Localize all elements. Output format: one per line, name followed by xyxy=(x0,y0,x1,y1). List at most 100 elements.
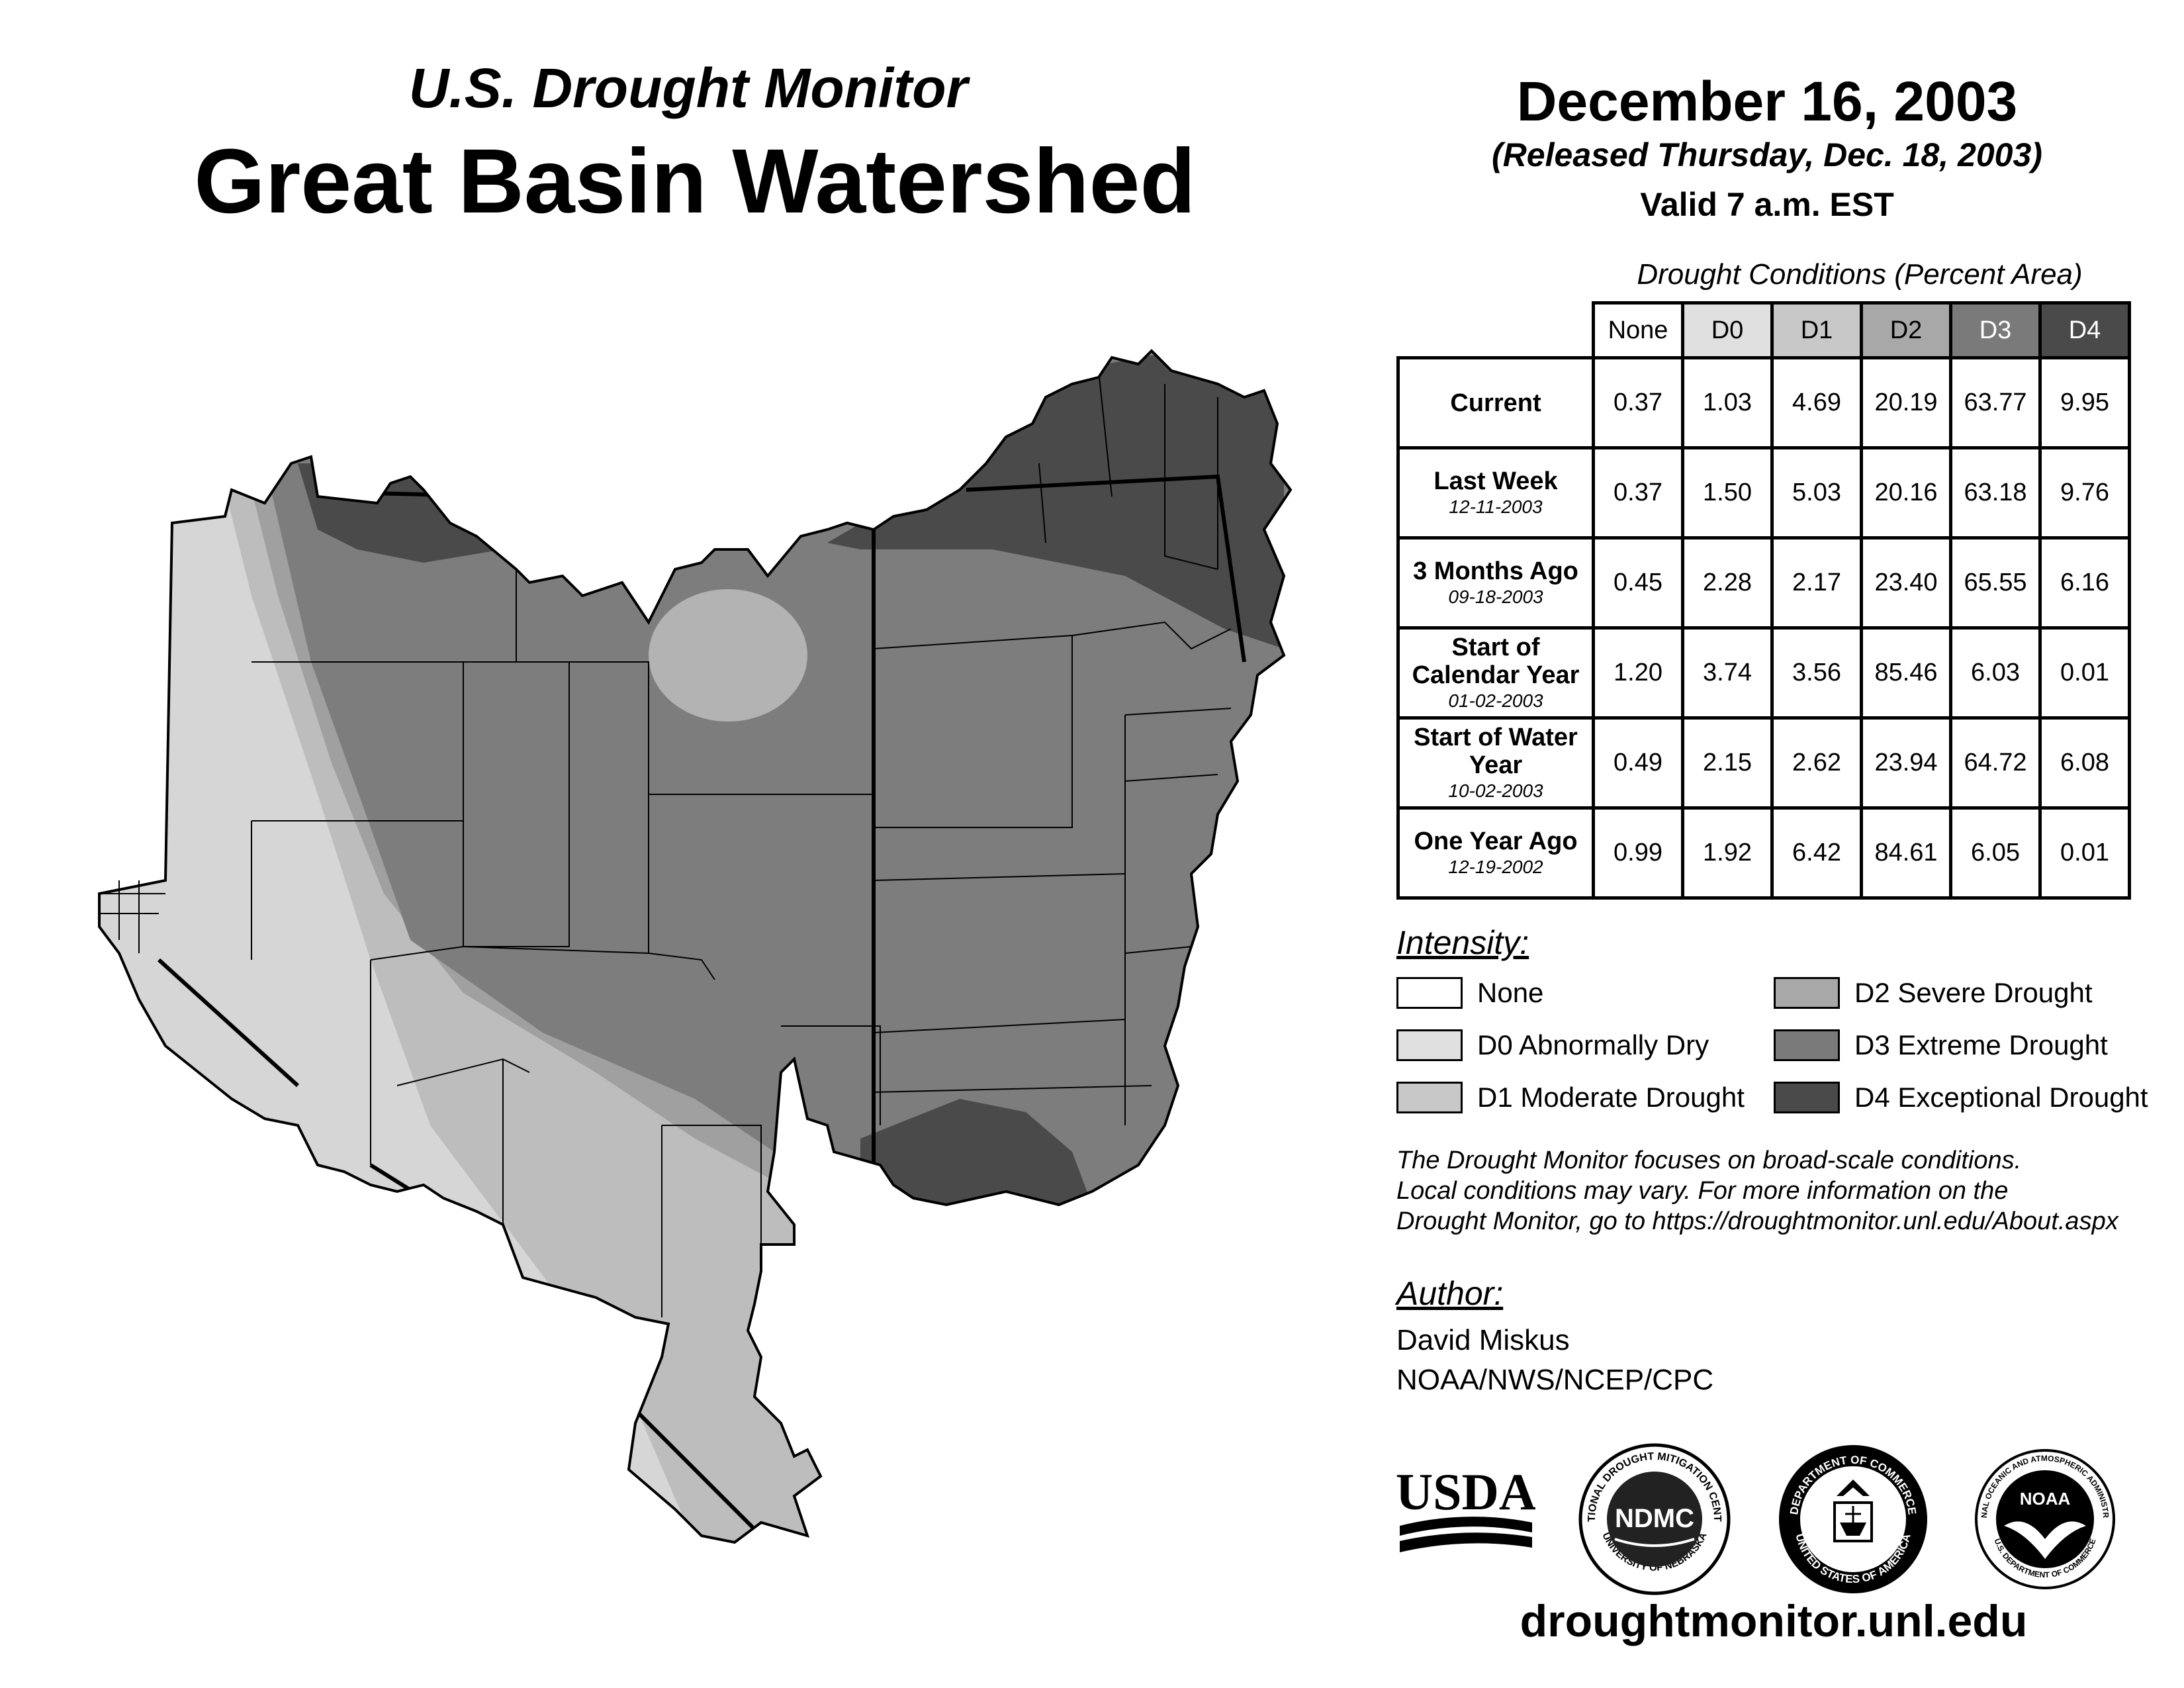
column-header-d0: D0 xyxy=(1681,301,1774,359)
table-cell: 0.49 xyxy=(1592,716,1684,810)
legend-item-d1: D1 Moderate Drought xyxy=(1396,1082,1745,1113)
usda-logo: USDA xyxy=(1396,1463,1535,1552)
legend-item-d3: D3 Extreme Drought xyxy=(1774,1029,2108,1061)
noaa-text: NOAA xyxy=(2020,1489,2071,1509)
table-cell: 23.94 xyxy=(1860,716,1952,810)
legend-label: D0 Abnormally Dry xyxy=(1477,1029,1709,1060)
drought-map xyxy=(98,349,1293,1544)
row-label: 3 Months Ago 09-18-2003 xyxy=(1396,536,1595,630)
legend-item-d4: D4 Exceptional Drought xyxy=(1774,1082,2148,1113)
legend-label: D2 Severe Drought xyxy=(1854,977,2093,1008)
drought-stats-table: None D0 D1 D2 D3 D4 Current 0.37 1.03 4.… xyxy=(1396,301,2131,900)
row-label-text: Last Week xyxy=(1433,467,1558,495)
table-cell: 65.55 xyxy=(1949,536,2042,630)
table-cell: 6.42 xyxy=(1770,806,1863,900)
coastal-county-lines xyxy=(99,880,165,953)
row-date: 09-18-2003 xyxy=(1448,586,1543,607)
site-url[interactable]: droughtmonitor.unl.edu xyxy=(1520,1596,2028,1646)
bird-icon xyxy=(2004,1521,2086,1559)
usda-text: USDA xyxy=(1396,1463,1535,1521)
row-date: 12-19-2002 xyxy=(1448,856,1543,877)
table-cell: 0.01 xyxy=(2038,806,2131,900)
ndmc-logo: NATIONAL DROUGHT MITIGATION CENTER UNIVE… xyxy=(1575,1440,1731,1595)
column-header-d3: D3 xyxy=(1949,301,2042,359)
doc-seal-logo: DEPARTMENT OF COMMERCE UNITED STATES OF … xyxy=(1779,1445,1927,1593)
table-row: Current 0.37 1.03 4.69 20.19 63.77 9.95 xyxy=(1396,356,2131,449)
table-cell: 0.37 xyxy=(1592,446,1684,539)
column-header-d1: D1 xyxy=(1770,301,1863,359)
table-cell: 6.08 xyxy=(2038,716,2131,810)
table-cell: 84.61 xyxy=(1860,806,1952,900)
column-header-d2: D2 xyxy=(1860,301,1952,359)
table-cell: 2.15 xyxy=(1681,716,1774,810)
table-cell: 85.46 xyxy=(1860,626,1952,720)
table-cell: 5.03 xyxy=(1770,446,1863,539)
table-cell: 0.99 xyxy=(1592,806,1684,900)
row-label-text: Start of Water Year xyxy=(1414,723,1578,779)
note-line: The Drought Monitor focuses on broad-sca… xyxy=(1396,1147,2022,1174)
table-cell: 1.92 xyxy=(1681,806,1774,900)
legend-swatch xyxy=(1774,1029,1840,1061)
table-cell: 2.62 xyxy=(1770,716,1863,810)
column-header-none: None xyxy=(1592,301,1684,359)
table-cell: 0.45 xyxy=(1592,536,1684,630)
table-cell: 2.17 xyxy=(1770,536,1863,630)
table-cell: 64.72 xyxy=(1949,716,2042,810)
table-cell: 1.20 xyxy=(1592,626,1684,720)
author-name: David Miskus xyxy=(1396,1324,1570,1356)
table-row: Start of Calendar Year 01-02-2003 1.20 3.… xyxy=(1396,626,2131,720)
row-label: Last Week 12-11-2003 xyxy=(1396,446,1595,539)
table-cell: 2.28 xyxy=(1681,536,1774,630)
table-cell: 1.50 xyxy=(1681,446,1774,539)
valid-time: Valid 7 a.m. EST xyxy=(1640,186,1894,223)
note-line: Local conditions may vary. For more info… xyxy=(1396,1177,2009,1205)
row-date: 01-02-2003 xyxy=(1448,690,1543,711)
table-cell: 4.69 xyxy=(1770,356,1863,449)
row-label: Start of Water Year 10-02-2003 xyxy=(1396,716,1595,810)
table-cell: 6.03 xyxy=(1949,626,2042,720)
legend-swatch xyxy=(1396,1029,1463,1061)
disclaimer-note: The Drought Monitor focuses on broad-sca… xyxy=(1396,1145,2158,1237)
author-org: NOAA/NWS/NCEP/CPC xyxy=(1396,1364,1714,1396)
legend-swatch xyxy=(1774,977,1840,1009)
table-cell: 9.95 xyxy=(2038,356,2131,449)
table-cell: 23.40 xyxy=(1860,536,1952,630)
legend-swatch xyxy=(1396,977,1463,1009)
table-cell: 20.19 xyxy=(1860,356,1952,449)
table-row: 3 Months Ago 09-18-2003 0.45 2.28 2.17 23… xyxy=(1396,536,2131,630)
table-cell: 6.16 xyxy=(2038,536,2131,630)
row-label-text: 3 Months Ago xyxy=(1413,557,1578,585)
legend-label: None xyxy=(1477,977,1544,1008)
legend-title: Intensity: xyxy=(1396,924,1529,961)
legend-label: D3 Extreme Drought xyxy=(1854,1029,2108,1060)
table-corner xyxy=(1398,303,1594,358)
legend-item-d2: D2 Severe Drought xyxy=(1774,977,2093,1009)
valid-date: December 16, 2003 xyxy=(1516,70,2018,132)
row-label-text: Start of Calendar Year xyxy=(1412,633,1580,689)
row-label: Start of Calendar Year 01-02-2003 xyxy=(1396,626,1595,720)
table-cell: 20.16 xyxy=(1860,446,1952,539)
table-cell: 0.37 xyxy=(1592,356,1684,449)
table-caption: Drought Conditions (Percent Area) xyxy=(1637,258,2083,291)
row-label-text: Current xyxy=(1450,389,1541,417)
map-subtitle: U.S. Drought Monitor xyxy=(408,57,968,119)
table-cell: 3.74 xyxy=(1681,626,1774,720)
table-cell: 6.05 xyxy=(1949,806,2042,900)
legend-item-d0: D0 Abnormally Dry xyxy=(1396,1029,1709,1061)
table-cell: 9.76 xyxy=(2038,446,2131,539)
table-row: Last Week 12-11-2003 0.37 1.50 5.03 20.16… xyxy=(1396,446,2131,539)
legend-swatch xyxy=(1396,1082,1463,1113)
legend-label: D1 Moderate Drought xyxy=(1477,1082,1745,1113)
column-header-d4: D4 xyxy=(2038,301,2131,359)
table-cell: 63.77 xyxy=(1949,356,2042,449)
legend-swatch xyxy=(1774,1082,1840,1113)
table-cell: 1.03 xyxy=(1681,356,1774,449)
row-date: 12-11-2003 xyxy=(1449,496,1543,517)
noaa-logo: NATIONAL OCEANIC AND ATMOSPHERIC ADMINIS… xyxy=(1972,1446,2115,1589)
release-date: (Released Thursday, Dec. 18, 2003) xyxy=(1492,136,2042,173)
row-label: Current xyxy=(1396,356,1595,449)
table-cell: 0.01 xyxy=(2038,626,2131,720)
row-date: 10-02-2003 xyxy=(1448,780,1543,801)
table-cell: 3.56 xyxy=(1770,626,1863,720)
author-title: Author: xyxy=(1396,1275,1504,1312)
